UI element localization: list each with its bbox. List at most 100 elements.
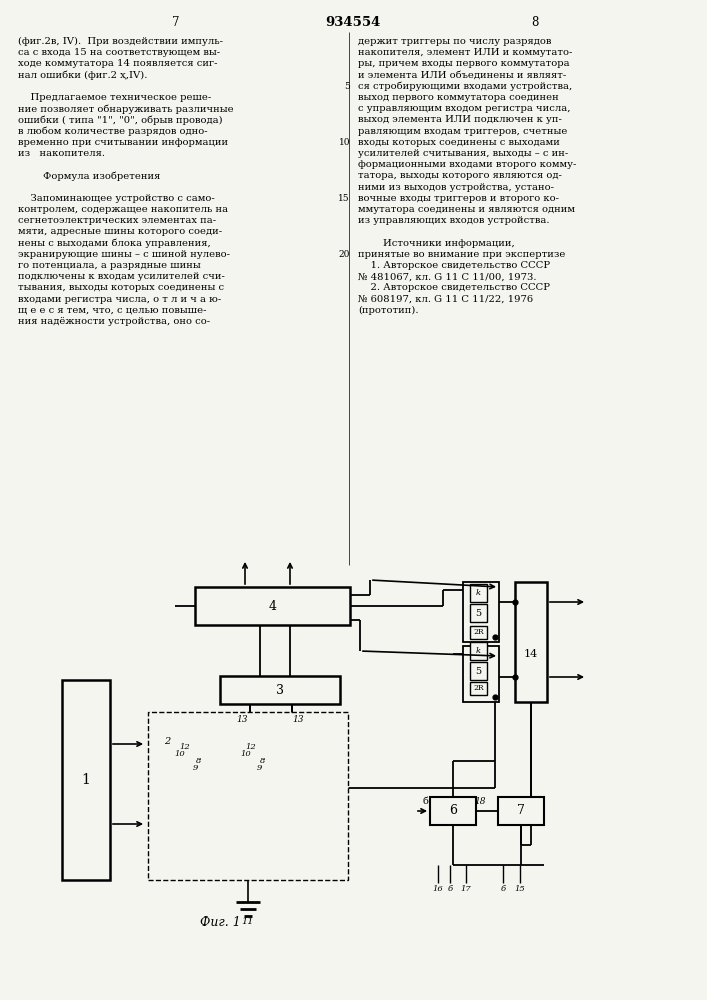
Text: б: б: [422, 798, 428, 806]
Text: 6: 6: [449, 804, 457, 818]
Text: контролем, содержащее накопитель на: контролем, содержащее накопитель на: [18, 205, 228, 214]
Text: выход элемента ИЛИ подключен к уп-: выход элемента ИЛИ подключен к уп-: [358, 115, 562, 124]
Text: (фиг.2в, IV).  При воздействии импуль-: (фиг.2в, IV). При воздействии импуль-: [18, 37, 223, 46]
Text: формационными входами второго комму-: формационными входами второго комму-: [358, 160, 576, 169]
Text: накопителя, элемент ИЛИ и коммутато-: накопителя, элемент ИЛИ и коммутато-: [358, 48, 573, 57]
FancyBboxPatch shape: [470, 642, 487, 660]
Text: 18: 18: [474, 798, 486, 806]
Text: выход первого коммутатора соединен: выход первого коммутатора соединен: [358, 93, 559, 102]
FancyBboxPatch shape: [463, 582, 499, 642]
Text: 14: 14: [524, 649, 538, 659]
Text: ния надёжности устройства, оно со-: ния надёжности устройства, оно со-: [18, 317, 210, 326]
Text: Фиг. 1: Фиг. 1: [199, 916, 240, 928]
FancyBboxPatch shape: [470, 682, 487, 695]
Text: 1: 1: [81, 773, 90, 787]
Text: Запоминающее устройство с само-: Запоминающее устройство с само-: [18, 194, 215, 203]
FancyBboxPatch shape: [148, 712, 348, 880]
Text: экранирующие шины – с шиной нулево-: экранирующие шины – с шиной нулево-: [18, 250, 230, 259]
Text: № 481067, кл. G 11 C 11/00, 1973.: № 481067, кл. G 11 C 11/00, 1973.: [358, 272, 537, 281]
FancyBboxPatch shape: [430, 797, 476, 825]
Text: тывания, выходы которых соединены с: тывания, выходы которых соединены с: [18, 283, 224, 292]
Text: го потенциала, а разрядные шины: го потенциала, а разрядные шины: [18, 261, 201, 270]
Text: в любом количестве разрядов одно-: в любом количестве разрядов одно-: [18, 127, 208, 136]
Text: временно при считывании информации: временно при считывании информации: [18, 138, 228, 147]
Text: Источники информации,: Источники информации,: [358, 239, 515, 248]
Text: 16: 16: [433, 885, 443, 893]
FancyBboxPatch shape: [498, 797, 544, 825]
Text: (прототип).: (прототип).: [358, 306, 419, 315]
FancyBboxPatch shape: [470, 584, 487, 602]
Text: 20: 20: [339, 250, 350, 259]
Text: k: k: [476, 589, 481, 597]
Text: 13: 13: [292, 714, 304, 724]
Text: из управляющих входов устройства.: из управляющих входов устройства.: [358, 216, 549, 225]
Text: вочные входы триггеров и второго ко-: вочные входы триггеров и второго ко-: [358, 194, 559, 203]
FancyBboxPatch shape: [463, 646, 499, 702]
Text: 11: 11: [242, 918, 255, 926]
Text: ними из выходов устройства, устано-: ними из выходов устройства, устано-: [358, 183, 554, 192]
Text: с управляющим входом регистра числа,: с управляющим входом регистра числа,: [358, 104, 571, 113]
Text: № 608197, кл. G 11 C 11/22, 1976: № 608197, кл. G 11 C 11/22, 1976: [358, 295, 533, 304]
Text: б: б: [501, 885, 506, 893]
FancyBboxPatch shape: [62, 680, 110, 880]
Text: 10: 10: [175, 750, 185, 758]
Text: щ е е с я тем, что, с целью повыше-: щ е е с я тем, что, с целью повыше-: [18, 306, 206, 315]
Text: б: б: [448, 885, 452, 893]
Text: 2R: 2R: [473, 684, 484, 692]
FancyBboxPatch shape: [515, 582, 547, 702]
Text: 12: 12: [180, 743, 190, 751]
FancyBboxPatch shape: [470, 626, 487, 639]
Text: 9: 9: [257, 764, 262, 772]
Text: 2: 2: [164, 738, 170, 746]
Text: ры, причем входы первого коммутатора: ры, причем входы первого коммутатора: [358, 59, 570, 68]
Text: мяти, адресные шины которого соеди-: мяти, адресные шины которого соеди-: [18, 227, 222, 236]
FancyBboxPatch shape: [470, 604, 487, 622]
Text: 4: 4: [269, 599, 276, 612]
Text: 8: 8: [260, 757, 266, 765]
Text: 5: 5: [475, 666, 481, 676]
Text: подключены к входам усилителей счи-: подключены к входам усилителей счи-: [18, 272, 225, 281]
Text: 2R: 2R: [473, 629, 484, 637]
Text: 17: 17: [461, 885, 472, 893]
Text: 8: 8: [197, 757, 201, 765]
Text: равляющим входам триггеров, счетные: равляющим входам триггеров, счетные: [358, 127, 568, 136]
Text: ся стробирующими входами устройства,: ся стробирующими входами устройства,: [358, 82, 572, 91]
Text: держит триггеры по числу разрядов: держит триггеры по числу разрядов: [358, 37, 551, 46]
Text: 2. Авторское свидетельство СССР: 2. Авторское свидетельство СССР: [358, 283, 550, 292]
Text: усилителей считывания, выходы – с ин-: усилителей считывания, выходы – с ин-: [358, 149, 568, 158]
Text: 3: 3: [276, 684, 284, 696]
FancyBboxPatch shape: [195, 587, 350, 625]
Text: входы которых соединены с выходами: входы которых соединены с выходами: [358, 138, 560, 147]
Text: ошибки ( типа "1", "0", обрыв провода): ошибки ( типа "1", "0", обрыв провода): [18, 115, 223, 125]
Text: ходе коммутатора 14 появляется сиг-: ходе коммутатора 14 появляется сиг-: [18, 59, 218, 68]
Text: из   накопителя.: из накопителя.: [18, 149, 105, 158]
Text: 10: 10: [339, 138, 350, 147]
FancyBboxPatch shape: [220, 676, 340, 704]
Text: 5: 5: [475, 608, 481, 617]
Text: 934554: 934554: [325, 16, 380, 29]
Text: входами регистра числа, о т л и ч а ю-: входами регистра числа, о т л и ч а ю-: [18, 295, 221, 304]
FancyBboxPatch shape: [470, 662, 487, 680]
Text: Предлагаемое техническое реше-: Предлагаемое техническое реше-: [18, 93, 211, 102]
Text: ние позволяет обнаруживать различные: ние позволяет обнаруживать различные: [18, 104, 233, 114]
Text: сегнетоэлектрических элементах па-: сегнетоэлектрических элементах па-: [18, 216, 216, 225]
Text: 10: 10: [240, 750, 252, 758]
Text: 12: 12: [245, 743, 257, 751]
Text: 9: 9: [192, 764, 198, 772]
Text: k: k: [476, 647, 481, 655]
Text: 7: 7: [517, 804, 525, 818]
Text: 5: 5: [344, 82, 350, 91]
Text: Формула изобретения: Формула изобретения: [18, 171, 160, 181]
Text: нены с выходами блока управления,: нены с выходами блока управления,: [18, 239, 211, 248]
Text: 1. Авторское свидетельство СССР: 1. Авторское свидетельство СССР: [358, 261, 550, 270]
Text: 15: 15: [515, 885, 525, 893]
Text: и элемента ИЛИ объединены и являят-: и элемента ИЛИ объединены и являят-: [358, 71, 566, 80]
Text: нал ошибки (фиг.2 ҳ,IV).: нал ошибки (фиг.2 ҳ,IV).: [18, 71, 147, 80]
Text: 7: 7: [173, 16, 180, 29]
Text: 15: 15: [339, 194, 350, 203]
Text: принятые во внимание при экспертизе: принятые во внимание при экспертизе: [358, 250, 566, 259]
Text: 13: 13: [236, 714, 247, 724]
Text: са с входа 15 на соответствующем вы-: са с входа 15 на соответствующем вы-: [18, 48, 220, 57]
Text: татора, выходы которого являются од-: татора, выходы которого являются од-: [358, 171, 562, 180]
Text: ммутатора соединены и являются одним: ммутатора соединены и являются одним: [358, 205, 575, 214]
